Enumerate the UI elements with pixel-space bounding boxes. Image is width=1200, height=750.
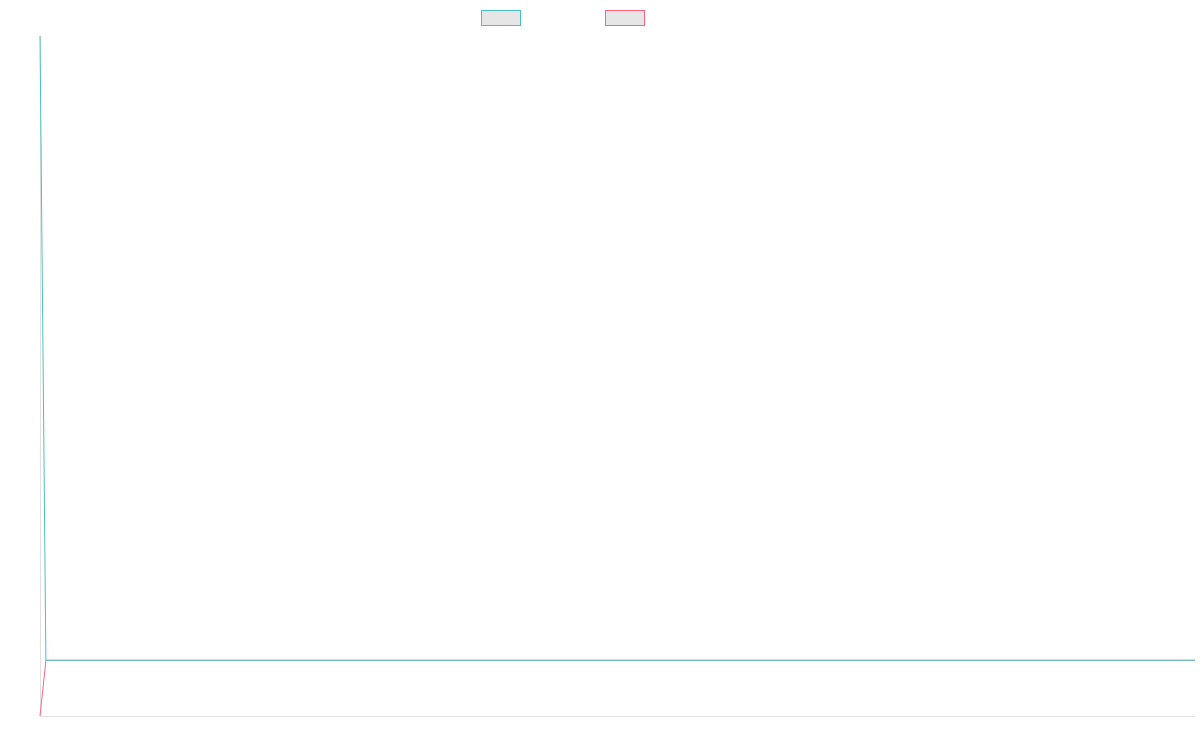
legend-item-0[interactable] <box>481 10 521 26</box>
legend <box>481 10 645 26</box>
series-line-1 <box>39 659 1195 717</box>
legend-item-1[interactable] <box>605 10 645 26</box>
series-line-0 <box>39 35 1195 661</box>
